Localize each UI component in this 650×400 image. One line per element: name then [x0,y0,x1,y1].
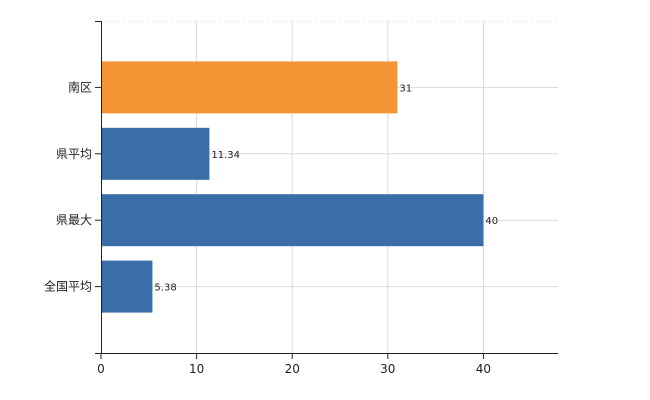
data-label-3: 5.38 [154,283,176,294]
axis-layer [95,21,558,359]
x-tick-label-1: 10 [189,362,204,376]
data-label-0: 31 [399,83,412,94]
category-label-2: 県最大 [56,213,92,227]
bar-0 [101,61,398,114]
x-tick-label-3: 30 [380,362,395,376]
bar-layer [101,61,484,313]
category-label-1: 県平均 [56,147,92,161]
x-tick-label-0: 0 [97,362,105,376]
x-tick-label-4: 40 [476,362,491,376]
data-label-1: 11.34 [211,150,240,161]
bar-1 [101,127,210,180]
bar-2 [101,194,484,247]
x-tick-label-2: 20 [285,362,300,376]
category-label-0: 南区 [68,79,92,94]
category-label-3: 全国平均 [44,279,92,294]
data-label-2: 40 [485,216,498,227]
bar-3 [101,260,153,313]
